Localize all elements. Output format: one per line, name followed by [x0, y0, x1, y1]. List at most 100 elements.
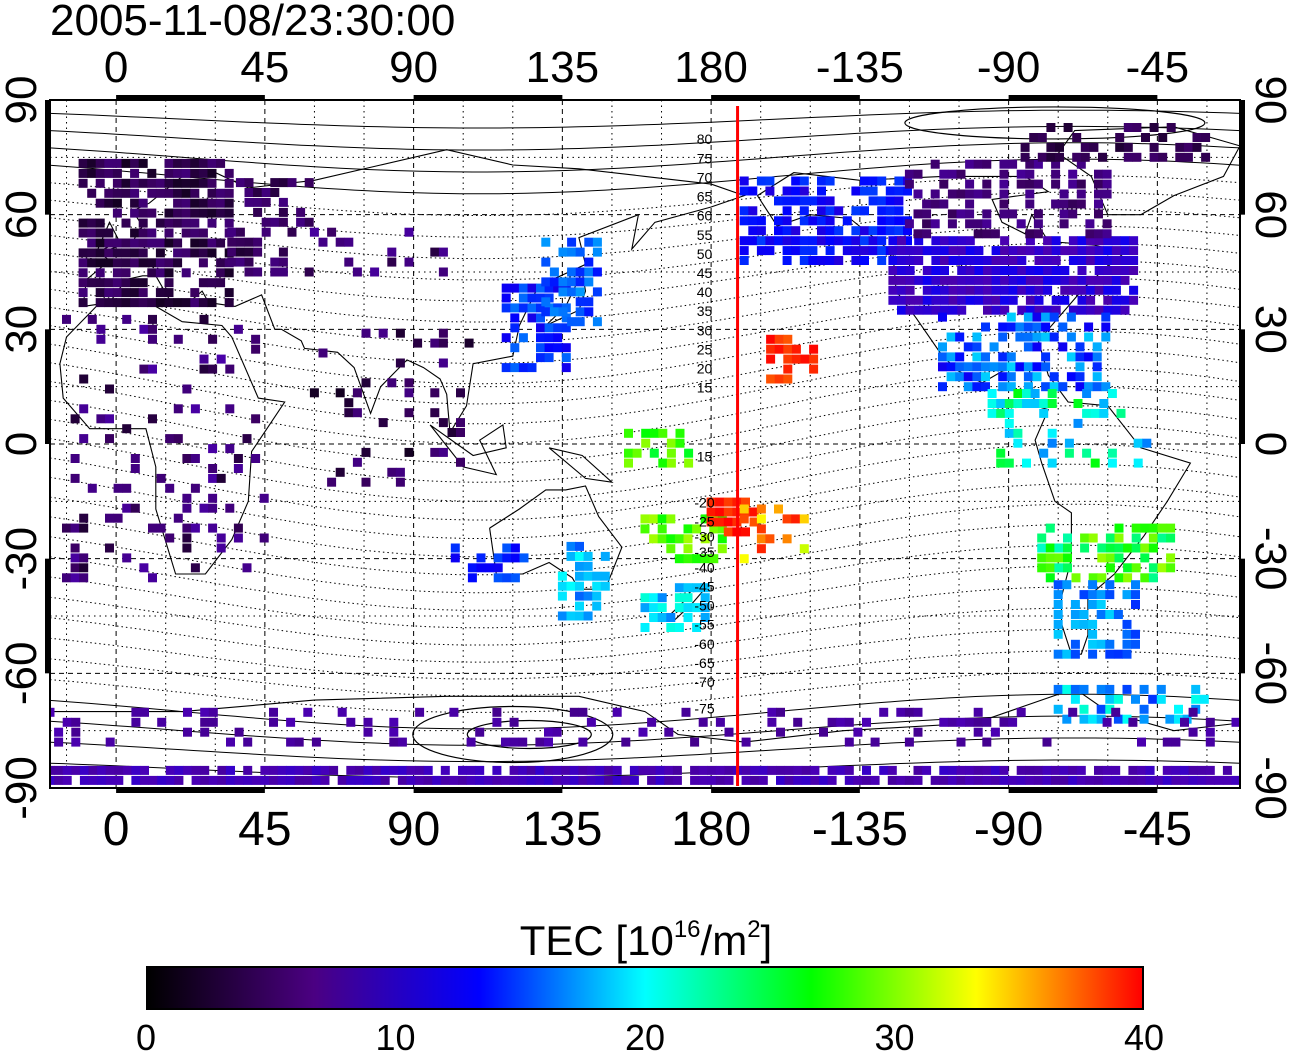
- tec-cell: [147, 258, 157, 268]
- tec-cell: [965, 285, 975, 295]
- tec-cell: [956, 169, 966, 179]
- tec-cell: [683, 603, 693, 613]
- tec-cell: [1094, 179, 1103, 189]
- colorbar-tick-label: 0: [135, 1017, 157, 1058]
- tec-cell: [1008, 775, 1018, 785]
- tec-cell: [536, 353, 545, 363]
- tec-cell: [122, 424, 132, 434]
- tec-cell: [397, 775, 407, 785]
- tec-cell: [1016, 707, 1026, 717]
- tec-cell: [155, 298, 165, 308]
- tec-cell: [1107, 448, 1117, 458]
- tec-cell: [130, 178, 140, 188]
- tec-cell: [225, 364, 235, 374]
- tec-cell: [989, 342, 999, 352]
- tec-cell: [191, 765, 201, 775]
- tec-cell: [739, 186, 749, 196]
- tec-cell: [130, 228, 140, 238]
- tec-cell: [354, 765, 364, 775]
- tec-cell: [536, 333, 545, 343]
- tec-cell: [1004, 458, 1014, 468]
- tec-cell: [982, 159, 992, 169]
- tec-cell: [1032, 332, 1042, 342]
- tec-cell: [1072, 152, 1082, 162]
- tec-cell: [224, 268, 234, 278]
- tec-cell: [982, 229, 992, 239]
- tec-cell: [756, 514, 766, 524]
- tec-cell: [1076, 765, 1086, 775]
- tec-cell: [190, 288, 200, 298]
- tec-cell: [198, 158, 208, 168]
- tec-cell: [510, 283, 520, 293]
- tec-cell: [700, 603, 710, 613]
- tec-cell: [208, 493, 218, 503]
- tec-cell: [501, 293, 511, 303]
- lat-tick-right: 60: [1246, 190, 1292, 239]
- tec-cell: [304, 178, 314, 188]
- tec-cell: [1131, 543, 1141, 553]
- tec-cell: [1017, 285, 1027, 295]
- tec-cell: [776, 707, 785, 717]
- tec-cell: [155, 268, 165, 278]
- tec-cell: [492, 717, 502, 727]
- tec-cell: [965, 209, 975, 219]
- tec-cell: [105, 434, 114, 444]
- tec-cell: [791, 246, 801, 256]
- tec-cell: [1086, 275, 1096, 285]
- tec-cell: [1023, 312, 1033, 322]
- tec-cell: [105, 737, 115, 747]
- tec-cell: [1094, 275, 1104, 285]
- tec-cell: [242, 434, 252, 444]
- tec-cell: [566, 551, 576, 561]
- tec-cell: [387, 467, 397, 477]
- contour-label: -50: [694, 598, 714, 614]
- tec-cell: [1214, 775, 1224, 785]
- tec-cell: [1068, 256, 1078, 265]
- tec-cell: [1045, 573, 1055, 583]
- tec-cell: [825, 216, 835, 226]
- tec-cell: [683, 534, 693, 544]
- tec-cell: [518, 293, 528, 303]
- tec-cell: [1072, 133, 1082, 142]
- tec-cell: [877, 176, 887, 186]
- tec-cell: [1037, 533, 1047, 543]
- tec-cell: [938, 382, 947, 392]
- tec-cell: [592, 601, 602, 611]
- tec-cell: [1111, 236, 1121, 246]
- tec-cell: [286, 737, 296, 747]
- tec-cell: [756, 524, 766, 534]
- tec-cell: [851, 226, 861, 236]
- tec-cell: [723, 497, 733, 507]
- tec-cell: [774, 236, 783, 246]
- tec-cell: [458, 765, 467, 775]
- tec-cell: [278, 257, 288, 267]
- tec-cell: [741, 737, 751, 747]
- tec-cell: [1092, 372, 1102, 382]
- tec-cell: [395, 358, 405, 368]
- tec-cell: [190, 228, 200, 238]
- contour-label: 25: [697, 341, 713, 357]
- tec-cell: [640, 514, 650, 524]
- tec-cell: [586, 717, 596, 727]
- tec-cell: [987, 399, 997, 408]
- tec-cell: [87, 188, 97, 198]
- contour-label: -55: [694, 617, 714, 633]
- tec-cell: [1053, 649, 1063, 659]
- tec-cell: [182, 523, 192, 533]
- lon-tick-bottom: -45: [1123, 803, 1192, 856]
- tec-cell: [592, 287, 602, 297]
- tec-cell: [1013, 399, 1023, 408]
- tec-cell: [318, 348, 328, 358]
- tec-cell: [756, 544, 766, 554]
- tec-cell: [173, 298, 183, 308]
- tec-cell: [1133, 438, 1143, 448]
- tec-cell: [1084, 382, 1094, 392]
- tec-cell: [501, 333, 511, 343]
- tec-cell: [558, 247, 568, 257]
- tec-cell: [492, 765, 502, 775]
- tec-cell: [217, 765, 227, 775]
- tec-cell: [1068, 765, 1078, 775]
- tec-cell: [640, 593, 650, 603]
- tec-cell: [79, 523, 89, 533]
- tec-cell: [244, 257, 254, 267]
